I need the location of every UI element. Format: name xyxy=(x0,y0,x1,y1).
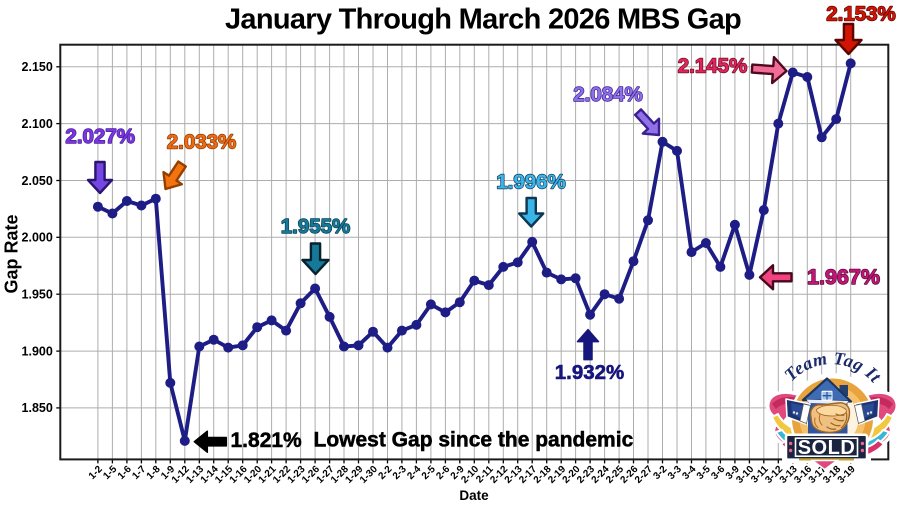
svg-text:Date: Date xyxy=(459,488,489,503)
svg-text:2.027%: 2.027% xyxy=(65,125,135,148)
svg-text:1.850: 1.850 xyxy=(22,401,53,415)
svg-text:1.821%: 1.821% xyxy=(231,429,303,452)
svg-text:2.150: 2.150 xyxy=(22,60,53,74)
svg-text:2.153%: 2.153% xyxy=(826,3,896,26)
svg-text:2.145%: 2.145% xyxy=(678,55,748,78)
svg-text:1.967%: 1.967% xyxy=(807,265,880,289)
svg-text:Lowest Gap since the pandemic: Lowest Gap since the pandemic xyxy=(314,429,634,452)
svg-text:SOLD: SOLD xyxy=(798,437,856,459)
svg-text:1.950: 1.950 xyxy=(22,288,53,302)
svg-text:1.996%: 1.996% xyxy=(496,171,566,194)
svg-text:2.100: 2.100 xyxy=(22,117,53,131)
svg-text:1.932%: 1.932% xyxy=(555,361,625,384)
svg-text:January Through March 2026 MBS: January Through March 2026 MBS Gap xyxy=(225,3,741,35)
svg-text:2.084%: 2.084% xyxy=(573,83,643,106)
svg-text:Gap Rate: Gap Rate xyxy=(2,214,22,293)
svg-text:1.900: 1.900 xyxy=(22,344,53,358)
svg-text:2.033%: 2.033% xyxy=(167,131,237,154)
svg-text:2.000: 2.000 xyxy=(22,231,53,245)
svg-text:1.955%: 1.955% xyxy=(281,215,351,238)
svg-text:2.050: 2.050 xyxy=(22,174,53,188)
